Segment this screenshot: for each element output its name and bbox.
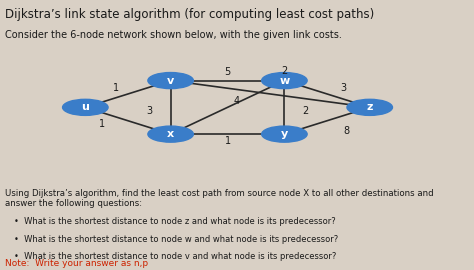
Text: v: v <box>167 76 174 86</box>
Text: Dijkstra’s link state algorithm (for computing least cost paths): Dijkstra’s link state algorithm (for com… <box>5 8 374 21</box>
Text: x: x <box>167 129 174 139</box>
Text: 3: 3 <box>341 83 346 93</box>
Text: 1: 1 <box>113 83 119 93</box>
Text: w: w <box>279 76 290 86</box>
Text: 2: 2 <box>302 106 309 116</box>
Text: •  What is the shortest distance to node z and what node is its predecessor?: • What is the shortest distance to node … <box>14 217 336 226</box>
Text: 5: 5 <box>224 67 231 77</box>
Text: u: u <box>82 102 89 112</box>
Circle shape <box>148 126 193 142</box>
Text: Using Dijkstra’s algorithm, find the least cost path from source node X to all o: Using Dijkstra’s algorithm, find the lea… <box>5 189 433 208</box>
Text: 1: 1 <box>225 136 230 146</box>
Text: 3: 3 <box>146 106 152 116</box>
Text: Consider the 6-node network shown below, with the given link costs.: Consider the 6-node network shown below,… <box>5 30 342 40</box>
Text: 4: 4 <box>234 96 240 106</box>
Circle shape <box>63 99 108 115</box>
Circle shape <box>262 73 307 89</box>
Text: •  What is the shortest distance to node w and what node is its predecessor?: • What is the shortest distance to node … <box>14 235 338 244</box>
Text: Note:  Write your answer as n,p: Note: Write your answer as n,p <box>5 259 148 268</box>
Text: •  What is the shortest distance to node v and what node is its predecessor?: • What is the shortest distance to node … <box>14 252 337 261</box>
Circle shape <box>347 99 392 115</box>
Circle shape <box>148 73 193 89</box>
Text: 8: 8 <box>343 126 349 136</box>
Text: 1: 1 <box>99 119 105 129</box>
Text: 2: 2 <box>281 66 288 76</box>
Text: y: y <box>281 129 288 139</box>
Circle shape <box>262 126 307 142</box>
Text: z: z <box>366 102 373 112</box>
